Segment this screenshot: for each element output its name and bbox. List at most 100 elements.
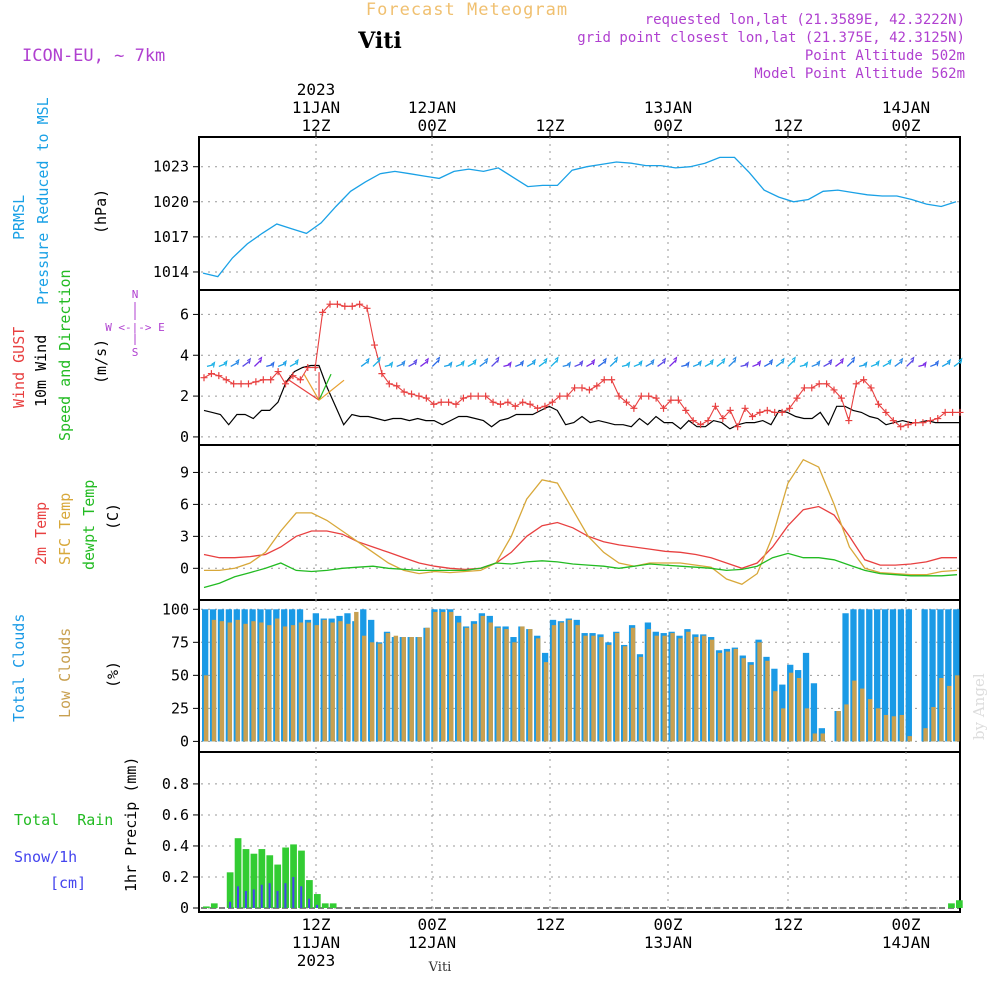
gust-marker (874, 400, 882, 408)
wind-direction-arrowhead (721, 357, 726, 364)
wind-direction-arrow (953, 360, 963, 367)
rain-bar (266, 855, 274, 908)
low-cloud-bar (939, 677, 944, 742)
rain-label: Total Rain (14, 811, 113, 829)
wind-direction-arrowhead (922, 361, 927, 368)
low-cloud-bar (875, 708, 881, 742)
low-cloud-bar (322, 619, 327, 742)
low-cloud-bar (362, 635, 367, 742)
y-tick-label: 100 (162, 600, 189, 618)
y-tick-label: 0 (180, 732, 189, 750)
wind-direction-arrow (526, 361, 536, 367)
wind-direction-arrow (503, 363, 512, 368)
low-cloud-bar (583, 635, 588, 742)
wind-direction-arrow (775, 360, 785, 367)
y-tick-label: 2 (180, 387, 189, 405)
gust-marker (459, 394, 467, 402)
low-cloud-bar (757, 642, 762, 742)
gust-marker (585, 386, 593, 394)
gust-marker (711, 402, 719, 410)
wind-direction-arrow (823, 361, 832, 367)
wind-direction-arrowhead (910, 356, 915, 363)
snow-bar (260, 884, 263, 908)
wind-direction-arrowhead (401, 360, 406, 367)
snow-bar (244, 890, 247, 908)
gust-marker (815, 380, 823, 388)
low-cloud-bar (354, 611, 359, 742)
gust-marker (445, 398, 453, 406)
gust-marker (763, 406, 771, 414)
wind-direction-arrow (941, 361, 951, 367)
wind-direction-arrowhead (484, 357, 489, 364)
total-cloud-bar (858, 609, 865, 742)
gust-marker (370, 341, 378, 349)
gust-marker (615, 392, 623, 400)
low-cloud-bar (931, 707, 936, 742)
wind-direction-arrowhead (436, 356, 441, 363)
wind-direction-arrow (303, 373, 320, 401)
low-cloud-bar (607, 644, 612, 742)
gust-marker (422, 394, 430, 402)
gust-marker (837, 394, 845, 402)
wind-direction-arrow (318, 373, 332, 401)
direction-label: Speed and Direction (56, 269, 74, 441)
gust-marker (852, 380, 860, 388)
pressure-unit: (hPa) (92, 189, 110, 234)
cloud-series (202, 609, 960, 742)
gust-marker (378, 370, 386, 378)
gust-marker (608, 376, 616, 384)
low-cloud-bar (662, 635, 667, 742)
wind-direction-arrowhead (709, 358, 714, 366)
low-cloud-bar (346, 623, 351, 742)
gust-marker (660, 404, 668, 412)
gust-marker (259, 376, 267, 384)
wind-direction-arrowhead (602, 357, 607, 364)
gust-marker (741, 404, 749, 412)
low-cloud-bar (385, 633, 391, 742)
rain-bar (306, 880, 313, 908)
low-cloud-bar (330, 622, 335, 742)
gust-marker (667, 396, 675, 404)
watermark: by Angel (970, 673, 988, 740)
gust-marker (719, 415, 727, 423)
gust-marker (267, 376, 275, 384)
gust-marker (363, 304, 371, 312)
low-cloud-bar (488, 622, 493, 742)
wind-direction-arrowhead (389, 361, 394, 368)
wind-direction-arrow (811, 362, 820, 368)
wind-series (200, 300, 964, 431)
low-cloud-bar (535, 638, 541, 742)
pressure-series (202, 156, 957, 278)
bottom-axis-label: 00Z (418, 915, 447, 934)
low-cloud-bar (907, 736, 912, 742)
wind-direction-arrowhead (887, 358, 892, 366)
wind-direction-arrowhead (851, 356, 856, 363)
gust-marker (230, 380, 238, 388)
wind-direction-arrowhead (591, 358, 596, 366)
wind-direction-arrowhead (946, 358, 951, 366)
wind-direction-arrowhead (294, 358, 299, 366)
wind-direction-arrowhead (661, 357, 667, 364)
gust-marker (504, 398, 512, 406)
gust-marker (200, 374, 208, 382)
gust-marker (296, 376, 304, 384)
low-cloud-bar (227, 622, 233, 742)
low-cloud-bar (844, 704, 849, 742)
gust-marker (897, 423, 905, 431)
wind-direction-arrow (692, 362, 702, 368)
gust-marker (356, 300, 364, 308)
low-cloud-bar (701, 635, 707, 742)
wind-direction-arrowhead (211, 361, 216, 368)
gust-marker (637, 392, 645, 400)
low-cloud-bar (717, 652, 723, 742)
gust-marker (467, 392, 475, 400)
temperature-series (203, 458, 958, 589)
gust-marker (496, 400, 504, 408)
precip-series (201, 838, 963, 909)
total-cloud-bar (889, 609, 897, 742)
panel-frames (198, 136, 961, 913)
low-cloud-bar (528, 629, 533, 742)
low-cloud-bar (211, 619, 217, 742)
